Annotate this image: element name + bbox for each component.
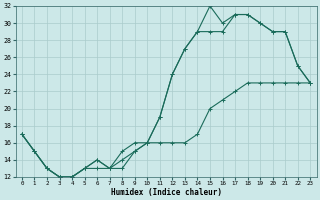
X-axis label: Humidex (Indice chaleur): Humidex (Indice chaleur)	[111, 188, 221, 197]
